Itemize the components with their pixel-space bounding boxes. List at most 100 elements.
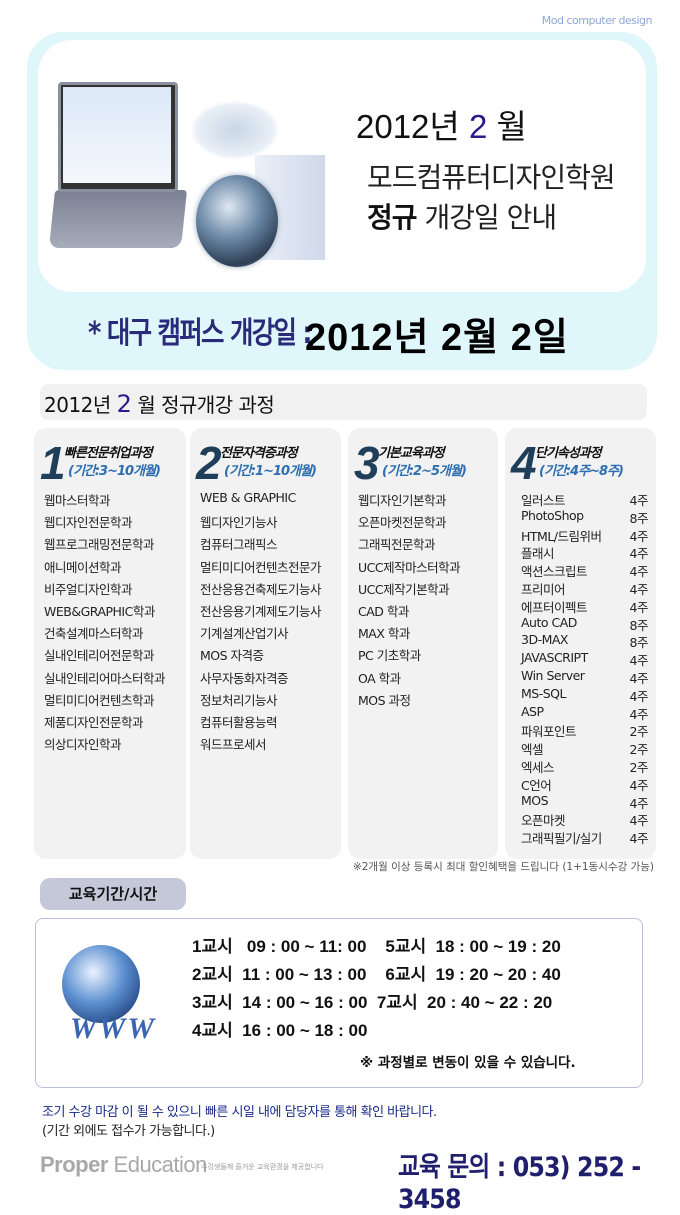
- early-close-notice: 조기 수강 마감 이 될 수 있으니 빠른 시일 내에 담당자를 통해 확인 바…: [42, 1105, 437, 1120]
- course-item: 컴퓨터활용능력: [200, 714, 278, 730]
- course-item: 웹프로그래밍전문학과: [44, 537, 155, 553]
- course-item: WEB & GRAPHIC: [200, 490, 296, 505]
- column-number: 2: [196, 437, 222, 489]
- laptop-website-image: [63, 87, 171, 183]
- course-item: 웹마스터학과: [44, 493, 111, 508]
- short-course-row: 엑셀 2주: [521, 739, 649, 758]
- course-item: 웹디자인전문학과: [44, 515, 133, 531]
- short-course-row: 프리미어 4주: [521, 579, 649, 597]
- short-course-row: C언어 4주: [521, 775, 649, 793]
- campus-label: * 대구 캠퍼스 개강일 :: [88, 316, 313, 351]
- course-name: 일러스트: [521, 493, 566, 508]
- course-list: 웹마스터학과 웹디자인전문학과 웹프로그래밍전문학과 애니메이션학과 비주얼디자인학과 W…: [44, 490, 166, 756]
- schedule-row: 1교시 09 : 00 ~ 11: 00 5교시 18 : 00 ~ 19 : …: [192, 937, 561, 956]
- course-item: 정보처리기능사: [200, 692, 278, 708]
- course-item: 실내인테리어전문학과: [44, 648, 155, 664]
- course-duration: 2주: [629, 759, 649, 775]
- schedule-box: [35, 918, 643, 1088]
- course-name: 그래픽필기/실기: [521, 831, 602, 847]
- short-course-row: HTML/드림위버 4주: [521, 526, 649, 544]
- course-item: 의상디자인학과: [44, 737, 122, 753]
- short-course-row: 일러스트 4주: [521, 490, 649, 508]
- section-bar: [40, 384, 647, 420]
- column-title: 단기속성과정: [535, 446, 602, 461]
- short-course-row: 액션스크립트 4주: [521, 561, 649, 580]
- column-number: 3: [354, 437, 380, 489]
- course-duration: 4주: [629, 688, 649, 704]
- course-item: UCC제작마스터학과: [358, 559, 461, 575]
- column-number: 4: [511, 437, 537, 489]
- schedule-row: 3교시 14 : 00 ~ 16 : 00 7교시 20 : 40 ~ 22 :…: [192, 993, 553, 1012]
- course-item: 제품디자인전문학과: [44, 714, 144, 730]
- short-course-row: 파워포인트 2주: [521, 721, 649, 740]
- course-name: JAVASCRIPT: [521, 650, 588, 666]
- course-item: 멀티미디어컨텐츠전문가: [200, 559, 322, 575]
- short-course-row: MS-SQL 4주: [521, 685, 649, 704]
- short-course-row: ASP 4주: [521, 703, 649, 722]
- course-item: 기계설계산업기사: [200, 626, 289, 642]
- course-item: 실내인테리어마스터학과: [44, 670, 166, 686]
- short-course-row: 플래시 4주: [521, 543, 649, 562]
- schedule-note: ※ 과정별로 변동이 있을 수 있습니다.: [360, 1055, 576, 1071]
- course-name: 파워포인트: [521, 724, 577, 740]
- course-name: 오픈마켓: [521, 813, 566, 829]
- www-logo: WWW: [70, 1012, 157, 1045]
- course-duration: 4주: [629, 546, 649, 562]
- column-title: 빠른전문취업과정: [64, 446, 153, 461]
- course-duration: 4주: [629, 777, 649, 793]
- school-name: 모드컴퓨터디자인학원: [367, 161, 616, 194]
- short-course-row: 오픈마켓 4주: [521, 810, 649, 829]
- course-item: 전산응용건축제도기능사: [200, 581, 322, 597]
- course-name: C언어: [521, 777, 552, 793]
- course-duration: 4주: [629, 706, 649, 722]
- schedule-row: 4교시 16 : 00 ~ 18 : 00: [192, 1021, 368, 1040]
- course-item: 멀티미디어컨텐츠학과: [44, 692, 155, 708]
- short-course-row: 3D-MAX 8주: [521, 632, 649, 650]
- course-duration: 8주: [629, 510, 649, 526]
- course-name: 액션스크립트: [521, 564, 588, 580]
- course-name: 에프터이펙트: [521, 599, 588, 615]
- course-duration: 4주: [629, 564, 649, 580]
- course-name: PhotoShop: [521, 507, 584, 523]
- course-item: 전산응용기계제도기능사: [200, 603, 322, 619]
- course-name: 엑셀: [521, 742, 544, 758]
- www-globe-icon: [62, 945, 140, 1023]
- short-course-row: 에프터이펙트 4주: [521, 597, 649, 615]
- course-duration: 4주: [629, 670, 649, 686]
- course-name: Auto CAD: [521, 614, 577, 630]
- column-period: (기간:2~5개월): [382, 464, 467, 479]
- hero-year-month: 2012년 2 월: [356, 108, 527, 145]
- course-name: Win Server: [521, 667, 585, 683]
- course-name: MS-SQL: [521, 685, 566, 701]
- schedule-tag: 교육기간/시간: [40, 878, 186, 910]
- course-item: MOS 과정: [358, 692, 411, 708]
- course-name: ASP: [521, 703, 544, 719]
- proper-education-logo: Proper Education: [40, 1152, 207, 1177]
- course-column-1: 1 빠른전문취업과정 (기간:3~10개월) 웹마스터학과 웹디자인전문학과 웹프로…: [34, 428, 186, 859]
- course-name: 플래시: [521, 546, 555, 562]
- course-item: 애니메이션학과: [44, 559, 122, 575]
- short-course-list: 일러스트 4주 PhotoShop 8주 HTML/드림위버 4주 플래시 4주 액션스크립트 4…: [521, 490, 649, 847]
- short-course-row: Auto CAD 8주: [521, 614, 649, 633]
- course-duration: 4주: [629, 813, 649, 829]
- course-item: 컴퓨터그래픽스: [200, 537, 278, 553]
- registration-notice: (기간 외에도 접수가 가능합니다.): [42, 1124, 215, 1139]
- course-item: CAD 학과: [358, 603, 409, 619]
- course-duration: 2주: [629, 742, 649, 758]
- column-number: 1: [40, 437, 66, 489]
- course-item: 사무자동화자격증: [200, 670, 289, 686]
- laptop-keyboard-image: [48, 190, 188, 248]
- column-title: 기본교육과정: [378, 446, 445, 461]
- course-name: 엑세스: [521, 759, 555, 775]
- course-list: 웹디자인기본학과 오픈마켓전문학과 그래픽전문학과 UCC제작마스터학과 UCC제작기본…: [358, 490, 461, 712]
- course-item: PC 기초학과: [358, 648, 421, 664]
- discount-note: ※2개월 이상 등록시 최대 할인혜택을 드립니다 (1+1동시수강 가능): [352, 861, 654, 873]
- course-duration: 4주: [629, 831, 649, 847]
- course-item: 건축설계마스터학과: [44, 626, 144, 642]
- short-course-row: PhotoShop 8주: [521, 507, 649, 526]
- course-column-4: 4 단기속성과정 (기간:4주~8주) 일러스트 4주 PhotoShop 8주 HTM…: [505, 428, 656, 859]
- brand-caption: Mod computer design: [541, 14, 653, 27]
- course-duration: 4주: [629, 528, 649, 544]
- hero-notice: 정규 개강일 안내: [367, 201, 557, 234]
- course-item: UCC제작기본학과: [358, 581, 450, 597]
